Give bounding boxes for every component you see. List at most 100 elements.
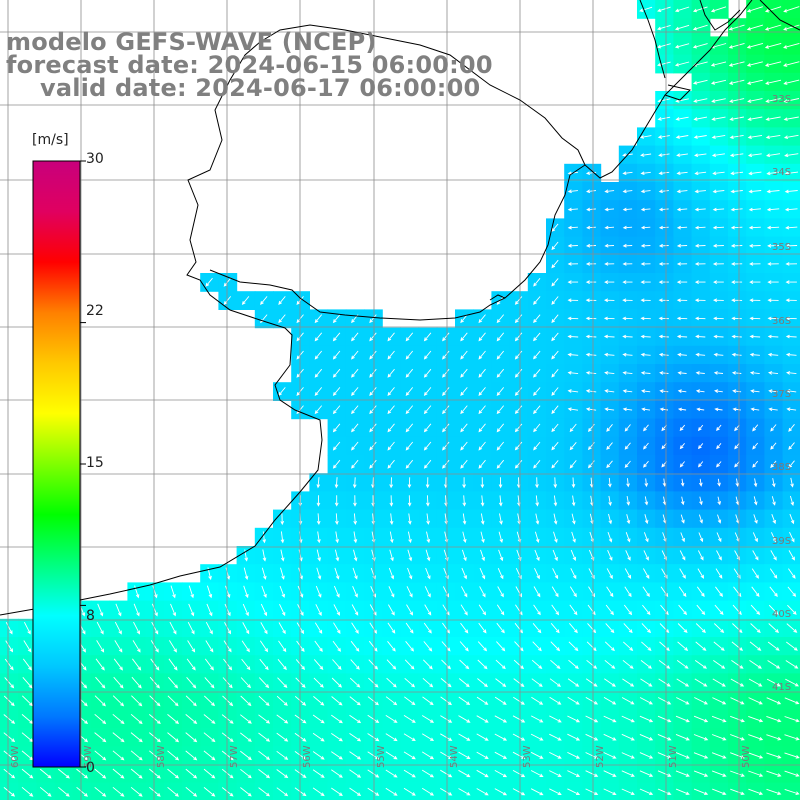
- wind-cell: [127, 782, 147, 800]
- longitude-label: 60W: [10, 745, 21, 768]
- wind-arrow: [657, 770, 672, 777]
- wind-arrow: [332, 640, 341, 652]
- wind-arrow: [422, 696, 434, 706]
- wind-arrow: [639, 733, 654, 741]
- wind-arrow: [606, 442, 613, 450]
- wind-arrow: [607, 531, 613, 543]
- wind-arrow: [730, 243, 743, 248]
- wind-arrow: [717, 496, 722, 506]
- wind-arrow: [170, 603, 177, 617]
- wind-arrow: [716, 532, 722, 543]
- wind-arrow: [3, 695, 15, 707]
- latitude-label: 37S: [772, 389, 791, 400]
- wind-arrow: [674, 43, 690, 49]
- wind-arrow: [76, 768, 89, 779]
- wind-arrow: [626, 478, 630, 488]
- wind-arrow: [458, 751, 471, 759]
- wind-arrow: [730, 770, 745, 777]
- wind-cell: [182, 782, 201, 800]
- wind-arrow: [258, 750, 271, 761]
- wind-arrow: [694, 207, 706, 212]
- wind-arrow: [351, 350, 359, 360]
- wind-arrow: [640, 171, 651, 176]
- wind-arrow: [240, 677, 251, 689]
- wind-arrow: [478, 441, 486, 451]
- wind-arrow: [479, 567, 486, 580]
- wind-arrow: [514, 387, 523, 396]
- wind-cell: [309, 782, 329, 800]
- wind-arrow: [403, 751, 416, 760]
- wind-arrow: [639, 788, 654, 796]
- wind-arrow: [368, 659, 379, 670]
- wind-arrow: [735, 478, 740, 487]
- wind-arrow: [535, 477, 539, 489]
- longitude-label: 59W: [83, 745, 94, 768]
- wind-arrow: [458, 715, 471, 723]
- wind-arrow: [258, 732, 271, 742]
- wind-arrow: [712, 207, 725, 212]
- wind-arrow: [752, 460, 759, 468]
- wind-arrow: [149, 732, 161, 743]
- wind-arrow: [132, 640, 141, 653]
- longitude-label: 56W: [302, 745, 313, 768]
- wind-arrow: [729, 134, 744, 140]
- wind-arrow: [240, 768, 252, 779]
- wind-arrow: [642, 604, 651, 616]
- wind-arrow: [369, 368, 377, 378]
- wind-cell: [54, 782, 74, 800]
- wind-arrow: [113, 676, 124, 689]
- wind-arrow: [460, 405, 468, 415]
- wind-arrow: [679, 568, 686, 579]
- wind-arrow: [367, 696, 379, 706]
- wind-arrow: [783, 116, 799, 121]
- wind-arrow: [749, 371, 760, 375]
- wind-arrow: [205, 621, 213, 635]
- wind-arrow: [94, 695, 106, 707]
- wind-arrow: [730, 788, 745, 796]
- wind-arrow: [658, 678, 671, 687]
- wind-arrow: [150, 658, 160, 671]
- wind-arrow: [317, 531, 321, 544]
- wind-arrow: [784, 207, 798, 212]
- wind-arrow: [513, 696, 525, 705]
- wind-arrow: [369, 622, 377, 634]
- wind-arrow: [225, 567, 231, 580]
- wind-arrow: [425, 567, 431, 580]
- wind-arrow: [694, 225, 706, 230]
- wind-arrow: [657, 135, 670, 139]
- wind-arrow: [203, 695, 215, 707]
- wind-arrow: [767, 244, 779, 248]
- wind-arrow: [748, 678, 763, 687]
- wind-arrow: [22, 658, 32, 671]
- wind-arrow: [315, 604, 322, 616]
- wind-arrow: [747, 98, 763, 103]
- wind-arrow: [713, 280, 724, 284]
- wind-arrow: [731, 316, 742, 321]
- wind-arrow: [785, 352, 797, 357]
- wind-arrow: [585, 678, 598, 687]
- wind-arrow: [423, 368, 432, 378]
- wind-arrow: [783, 98, 800, 103]
- wind-arrow: [514, 314, 523, 324]
- wind-arrow: [478, 423, 486, 433]
- wind-arrow: [535, 513, 540, 525]
- wind-arrow: [533, 278, 541, 287]
- wind-arrow: [386, 677, 397, 688]
- wind-arrow: [713, 352, 724, 357]
- wind-arrow: [530, 770, 544, 777]
- wind-arrow: [783, 42, 800, 49]
- wind-cell: [782, 509, 800, 529]
- wind-arrow: [732, 623, 743, 633]
- wind-arrow: [622, 641, 634, 651]
- latitude-label: 38S: [772, 462, 791, 473]
- wind-arrow: [658, 262, 669, 266]
- latitude-label: 40S: [772, 609, 791, 620]
- wind-arrow: [426, 495, 430, 507]
- wind-arrow: [607, 550, 613, 561]
- wind-arrow: [385, 751, 398, 760]
- wind-arrow: [693, 135, 707, 139]
- wind-arrow: [730, 697, 745, 705]
- wind-arrow: [514, 460, 523, 469]
- wind-arrow: [169, 640, 177, 653]
- wind-arrow: [674, 61, 690, 67]
